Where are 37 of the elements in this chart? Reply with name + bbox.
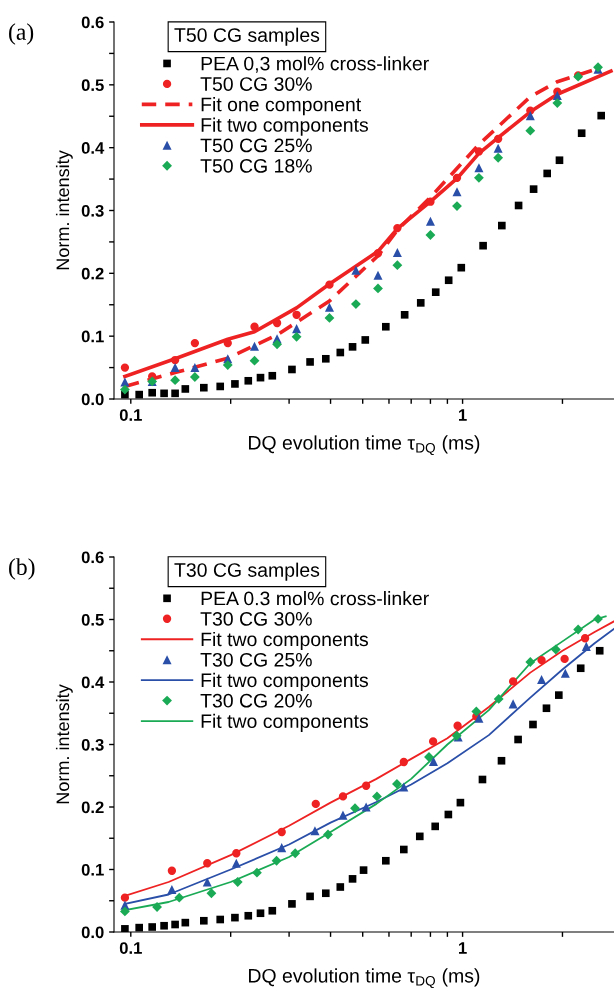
x-axis-title: DQ evolution time τ$_{DQ}$ (ms) [249, 968, 480, 989]
x-axis-title: DQ evolution time τ$_{DQ}$ (ms) [249, 435, 480, 456]
legend-label: Fit one component [201, 97, 362, 116]
y-tick-label: 0.6 [81, 16, 104, 29]
legend-label: T30 CG 25% [200, 652, 312, 667]
y-axis-title: Norm. intensity [55, 150, 73, 270]
y-tick-label: 0.0 [81, 926, 104, 939]
legend-label: Fit two components [201, 713, 368, 732]
legend-title: T50 CG samples [174, 27, 320, 46]
y-tick-label: 0.6 [81, 551, 104, 564]
legend-label: T50 CG 25% [200, 138, 312, 153]
y-tick-label: 0.5 [81, 79, 104, 92]
legend-label: PEA 0,3 mol% cross-linker [201, 56, 429, 73]
legend-label: T30 CG 30% [200, 612, 312, 626]
legend-label: PEA 0.3 mol% cross-linker [201, 591, 429, 606]
y-tick-label: 0.3 [81, 738, 104, 751]
legend-label: Fit two components [201, 631, 368, 651]
chart-title: (b) [9, 558, 35, 580]
legend-label: Fit two components [201, 672, 368, 691]
y-tick-label: 0.2 [81, 801, 104, 814]
legend-title: T30 CG samples [174, 562, 320, 581]
legend-label: T50 CG 30% [200, 77, 312, 91]
y-tick-label: 0.3 [81, 204, 104, 217]
legend-label: T50 CG 18% [200, 158, 312, 173]
y-axis-title: Norm. intensity [55, 684, 73, 804]
y-tick-label: 0.4 [81, 142, 105, 154]
chart-title: (a) [9, 23, 34, 45]
y-tick-label: 0.0 [81, 393, 104, 406]
legend-label: Fit two components [201, 117, 368, 136]
y-tick-label: 0.5 [81, 613, 104, 626]
y-tick-label: 0.1 [81, 863, 104, 876]
y-tick-label: 0.2 [81, 267, 104, 280]
legend-label: T30 CG 20% [200, 693, 312, 708]
y-tick-label: 0.4 [81, 676, 105, 689]
y-tick-label: 0.1 [81, 330, 104, 343]
x-tick-label: 1 [459, 409, 467, 421]
x-tick-label: 1 [459, 942, 467, 954]
